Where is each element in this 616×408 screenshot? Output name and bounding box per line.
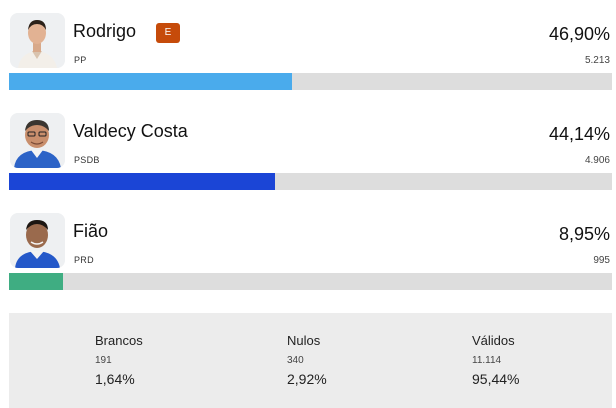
vote-bar-track — [9, 73, 612, 90]
elected-badge: E — [156, 23, 180, 43]
candidate-party: PRD — [74, 255, 94, 265]
candidate-percent: 46,90% — [548, 24, 610, 44]
candidate-name: Fião — [73, 221, 109, 241]
stat-count: 340 — [287, 355, 304, 366]
candidate-votes: 5.213 — [584, 55, 610, 66]
candidate-name: Valdecy Costa — [73, 121, 188, 141]
candidate-party: PSDB — [74, 155, 100, 165]
summary-nulos: Nulos 340 2,92% — [287, 333, 327, 387]
vote-bar-track — [9, 173, 612, 190]
summary-validos: Válidos 11.114 95,44% — [472, 333, 519, 387]
candidate-photo-icon — [10, 13, 65, 68]
vote-bar-fill — [9, 173, 276, 190]
candidate-row-rodrigo: Rodrigo E PP 46,90% 5.213 — [0, 13, 616, 103]
vote-summary-panel: Brancos 191 1,64% Nulos 340 2,92% Válido… — [9, 313, 612, 408]
candidate-name: Rodrigo — [73, 21, 137, 41]
candidate-votes: 995 — [593, 255, 610, 266]
candidate-row-fiao: Fião PRD 8,95% 995 — [0, 213, 616, 303]
stat-label: Brancos — [95, 333, 143, 348]
stat-percent: 95,44% — [472, 371, 520, 387]
candidate-votes: 4.906 — [584, 155, 610, 166]
stat-label: Válidos — [472, 333, 515, 348]
summary-brancos: Brancos 191 1,64% — [95, 333, 143, 387]
vote-bar-fill — [9, 273, 63, 290]
stat-percent: 2,92% — [287, 371, 327, 387]
vote-bar-fill — [9, 73, 292, 90]
candidate-percent: 44,14% — [548, 124, 610, 144]
candidate-photo-icon — [10, 113, 65, 168]
vote-bar-track — [9, 273, 612, 290]
stat-count: 191 — [95, 355, 112, 366]
candidate-party: PP — [74, 55, 87, 65]
stat-percent: 1,64% — [95, 371, 135, 387]
stat-label: Nulos — [287, 333, 321, 348]
stat-count: 11.114 — [472, 355, 502, 366]
candidate-percent: 8,95% — [558, 224, 610, 244]
candidate-row-valdecy-costa: Valdecy Costa PSDB 44,14% 4.906 — [0, 113, 616, 203]
candidate-photo-icon — [10, 213, 65, 268]
